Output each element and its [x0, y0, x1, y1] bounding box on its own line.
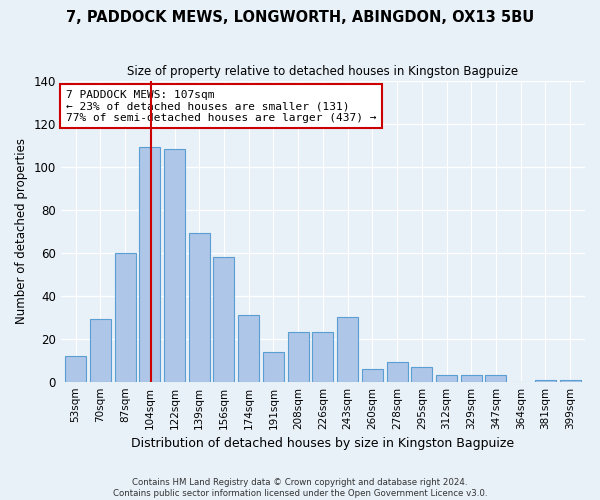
Bar: [115, 252, 136, 382]
Bar: [263, 352, 284, 382]
Bar: [287, 332, 308, 382]
Bar: [238, 315, 259, 382]
Bar: [164, 150, 185, 382]
Bar: [90, 320, 111, 382]
Bar: [560, 380, 581, 382]
Bar: [189, 234, 210, 382]
Bar: [313, 332, 334, 382]
Bar: [386, 362, 407, 382]
Bar: [65, 356, 86, 382]
Bar: [461, 375, 482, 382]
Bar: [139, 147, 160, 382]
Bar: [485, 375, 506, 382]
X-axis label: Distribution of detached houses by size in Kingston Bagpuize: Distribution of detached houses by size …: [131, 437, 514, 450]
Title: Size of property relative to detached houses in Kingston Bagpuize: Size of property relative to detached ho…: [127, 65, 518, 78]
Bar: [337, 317, 358, 382]
Bar: [362, 369, 383, 382]
Bar: [535, 380, 556, 382]
Bar: [411, 366, 433, 382]
Text: 7 PADDOCK MEWS: 107sqm
← 23% of detached houses are smaller (131)
77% of semi-de: 7 PADDOCK MEWS: 107sqm ← 23% of detached…: [66, 90, 377, 123]
Bar: [436, 375, 457, 382]
Text: 7, PADDOCK MEWS, LONGWORTH, ABINGDON, OX13 5BU: 7, PADDOCK MEWS, LONGWORTH, ABINGDON, OX…: [66, 10, 534, 25]
Bar: [214, 257, 235, 382]
Text: Contains HM Land Registry data © Crown copyright and database right 2024.
Contai: Contains HM Land Registry data © Crown c…: [113, 478, 487, 498]
Y-axis label: Number of detached properties: Number of detached properties: [15, 138, 28, 324]
